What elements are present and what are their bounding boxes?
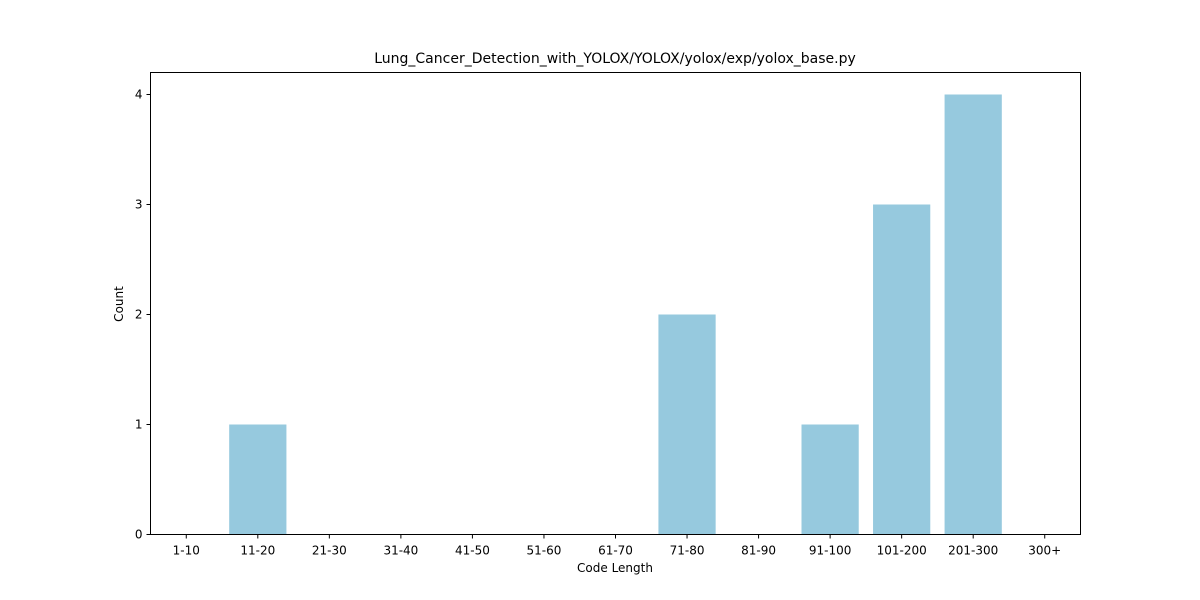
x-tick-label: 21-30 [312,544,347,558]
x-axis: 1-10 11-20 21-30 31-40 41-50 51-60 61-70 71-80 8… [173,534,1061,558]
y-axis: 0 1 2 3 4 [135,88,151,542]
x-tick-label: 11-20 [240,544,275,558]
x-tick-label: 31-40 [383,544,418,558]
x-tick-label: 1-10 [173,544,200,558]
bar-71-80 [658,314,716,535]
y-tick-label: 4 [135,88,143,102]
y-axis-label: Count [112,286,126,322]
x-tick-label: 101-200 [877,544,927,558]
x-tick-label: 91-100 [809,544,852,558]
x-tick-label: 81-90 [741,544,776,558]
x-tick-label: 71-80 [670,544,705,558]
chart-title: Lung_Cancer_Detection_with_YOLOX/YOLOX/y… [374,51,856,67]
bar-91-100 [801,424,859,535]
bar-201-300 [944,94,1002,535]
bar-101-200 [873,204,931,535]
x-tick-label: 61-70 [598,544,633,558]
plot-frame [150,72,1081,535]
x-axis-label: Code Length [577,561,653,575]
y-tick-label: 0 [135,528,143,542]
bar-11-20 [229,424,287,535]
x-tick-label: 201-300 [948,544,998,558]
x-tick-label: 51-60 [527,544,562,558]
x-tick-label: 300+ [1028,544,1061,558]
x-tick-label: 41-50 [455,544,490,558]
y-tick-label: 1 [135,418,143,432]
bars-group [229,94,1002,535]
y-tick-label: 3 [135,198,143,212]
y-tick-label: 2 [135,308,143,322]
